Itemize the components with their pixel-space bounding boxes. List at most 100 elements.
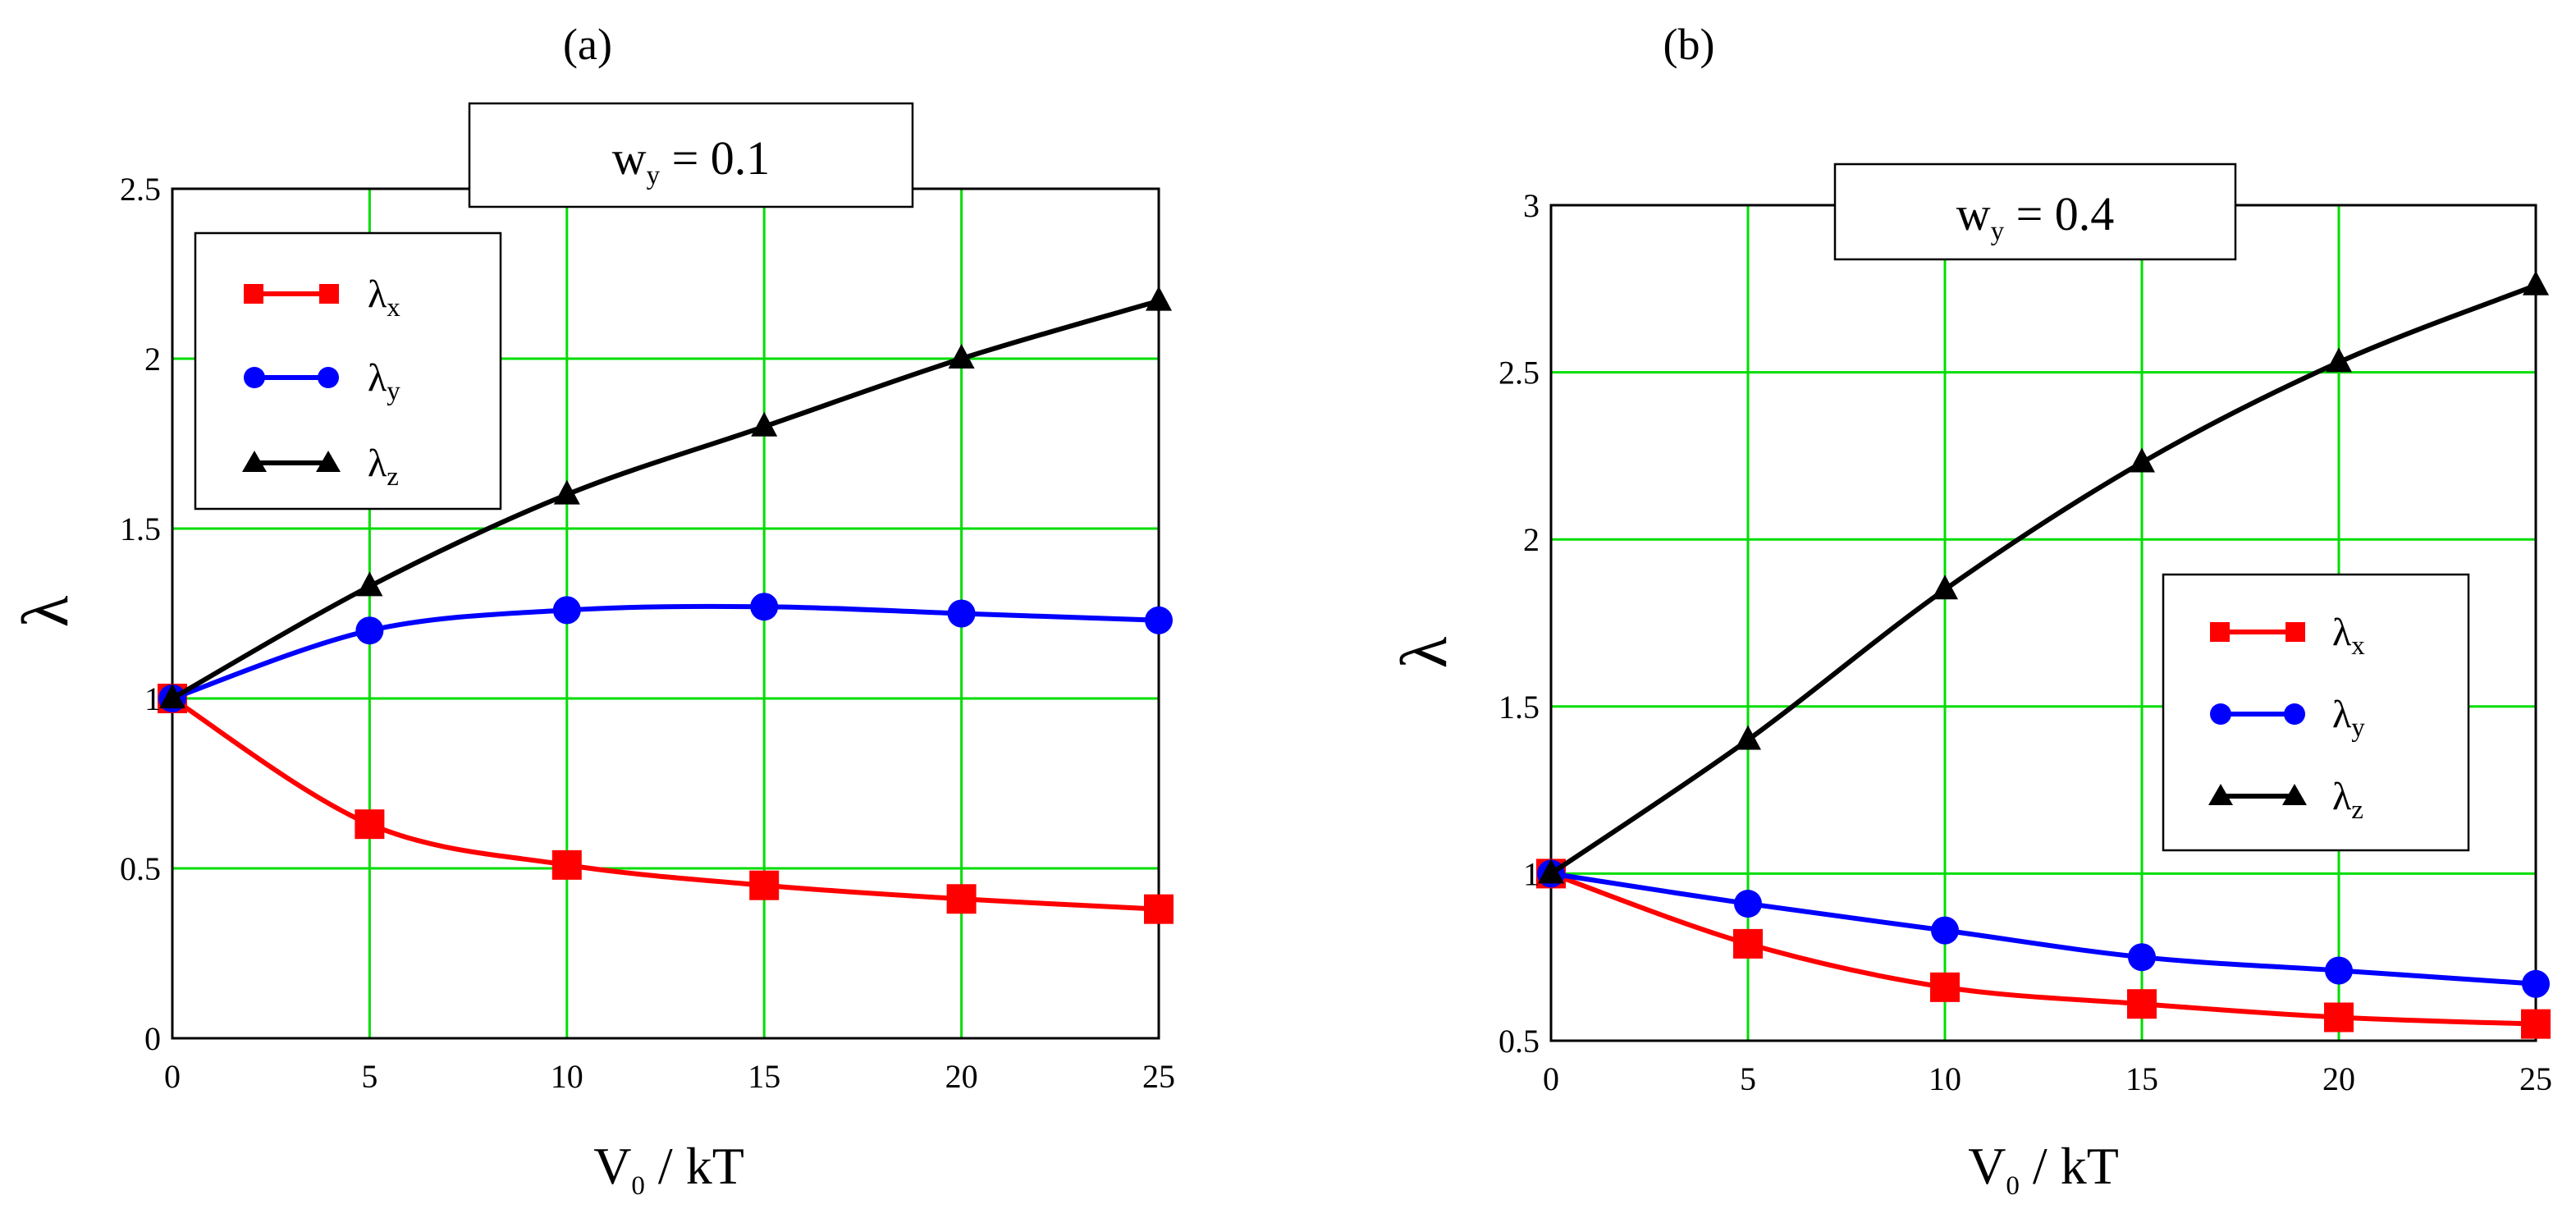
x-axis-label-b: V0 / kT xyxy=(1968,1137,2119,1201)
legend-b: λx λy λz xyxy=(2162,573,2470,852)
legend-marker-circle xyxy=(244,367,265,388)
x-tick-labels-b: 0 5 10 15 20 25 xyxy=(1543,1060,2552,1097)
x-tick-label: 25 xyxy=(1142,1058,1175,1095)
chart-title-b: wy = 0.4 xyxy=(1956,187,2115,246)
title-box-frame-a xyxy=(468,102,914,208)
y-tick-label: 2 xyxy=(1523,521,1540,558)
legend-marker-triangle xyxy=(316,451,341,472)
y-tick-label: 0.5 xyxy=(120,850,161,887)
x-axis-label-a: V0 / kT xyxy=(593,1137,744,1201)
legend-label-lambda-x: λx xyxy=(2332,611,2365,661)
data-point-lambda-y xyxy=(2128,943,2156,972)
panel-label-a: (a) xyxy=(563,20,612,69)
legend-item-lambda-x: λx xyxy=(2210,611,2365,661)
series-layer-a xyxy=(158,286,1174,924)
data-point-lambda-y xyxy=(552,596,581,625)
y-axis-label-b: λ xyxy=(1389,636,1461,668)
chart-a: (a) 0 0.5 1 1.5 2 2.5 0 5 10 15 20 25 λ … xyxy=(10,20,1175,1201)
data-point-lambda-z xyxy=(751,411,778,437)
data-point-lambda-y xyxy=(2325,956,2353,985)
title-box-a: wy = 0.1 xyxy=(468,102,914,208)
data-point-lambda-z xyxy=(1538,859,1564,884)
data-point-lambda-y xyxy=(1734,890,1762,918)
data-point-lambda-x xyxy=(1733,928,1763,959)
series-line-lambda-z xyxy=(1549,282,2537,876)
legend-label-lambda-x: λx xyxy=(368,272,400,323)
data-point-lambda-x xyxy=(946,884,977,914)
data-point-lambda-y xyxy=(750,593,779,621)
legend-marker-triangle xyxy=(2208,784,2233,805)
data-point-lambda-x xyxy=(355,809,385,840)
panel-label-b: (b) xyxy=(1663,20,1715,69)
x-tick-label: 5 xyxy=(1740,1060,1756,1097)
data-point-lambda-z xyxy=(1932,575,1958,600)
title-box-b: wy = 0.4 xyxy=(1833,163,2237,261)
legend-marker-triangle xyxy=(242,451,267,472)
y-tick-label: 2.5 xyxy=(120,171,161,208)
legend-marker-square xyxy=(2285,622,2305,642)
data-point-lambda-x xyxy=(551,849,582,880)
legend-item-lambda-z: λz xyxy=(2208,775,2363,825)
legend-frame-a xyxy=(194,231,502,511)
series-line-lambda-z xyxy=(171,298,1160,701)
series-layer-b xyxy=(1536,270,2551,1039)
data-point-lambda-z xyxy=(1146,286,1172,311)
data-point-lambda-y xyxy=(1145,606,1173,634)
data-point-lambda-y xyxy=(1931,916,1959,945)
data-point-lambda-z xyxy=(948,344,975,369)
data-point-lambda-z xyxy=(356,571,383,597)
data-point-lambda-x xyxy=(2324,1002,2354,1033)
y-tick-label: 1.5 xyxy=(120,511,161,547)
legend-item-lambda-y: λy xyxy=(244,356,400,406)
data-point-lambda-z xyxy=(2523,270,2549,295)
data-point-lambda-x xyxy=(1930,972,1960,1002)
legend-marker-square xyxy=(244,284,263,304)
chart-b: (b) 0.5 1 1.5 2 2.5 3 0 5 10 15 20 25 λ … xyxy=(1389,20,2552,1201)
y-axis-label-a: λ xyxy=(10,595,82,627)
legend-marker-square xyxy=(2210,622,2230,642)
legend-marker-triangle xyxy=(2282,784,2307,805)
y-tick-label: 2 xyxy=(144,341,161,378)
legend-label-lambda-z: λz xyxy=(368,442,399,492)
series-line-lambda-x xyxy=(1549,871,2537,1027)
data-point-lambda-z xyxy=(1735,725,1761,750)
legend-marker-square xyxy=(319,284,339,304)
data-point-lambda-y xyxy=(947,599,976,628)
legend-item-lambda-z: λz xyxy=(242,442,399,492)
data-point-lambda-y xyxy=(355,616,384,645)
y-tick-label: 0 xyxy=(144,1020,161,1057)
x-tick-label: 0 xyxy=(164,1058,181,1095)
legend-frame-b xyxy=(2162,573,2470,852)
x-tick-label: 5 xyxy=(361,1058,377,1095)
legend-marker-circle xyxy=(2210,703,2231,725)
y-tick-labels-b: 0.5 1 1.5 2 2.5 3 xyxy=(1498,187,1540,1060)
chart-title-a: wy = 0.1 xyxy=(612,131,771,190)
data-point-lambda-x xyxy=(2521,1009,2551,1039)
x-tick-label: 0 xyxy=(1543,1060,1559,1097)
y-tick-label: 1.5 xyxy=(1498,689,1540,726)
series-line-lambda-x xyxy=(171,696,1160,912)
y-tick-label: 0.5 xyxy=(1498,1023,1540,1060)
x-tick-label: 25 xyxy=(2519,1060,2552,1097)
legend-a: λx λy λz xyxy=(194,231,502,511)
legend-item-lambda-y: λy xyxy=(2210,693,2365,743)
legend-marker-circle xyxy=(318,367,339,388)
data-point-lambda-z xyxy=(2326,347,2352,373)
y-tick-labels-a: 0 0.5 1 1.5 2 2.5 xyxy=(120,171,161,1057)
legend-item-lambda-x: λx xyxy=(244,272,400,323)
data-point-lambda-x xyxy=(2127,989,2157,1019)
series-line-lambda-y xyxy=(172,603,1160,701)
x-tick-label: 15 xyxy=(2125,1060,2158,1097)
legend-marker-circle xyxy=(2284,703,2305,725)
data-point-lambda-y xyxy=(2522,969,2550,998)
data-point-lambda-x xyxy=(749,870,780,900)
x-tick-label: 15 xyxy=(748,1058,780,1095)
x-tick-label: 20 xyxy=(945,1058,978,1095)
y-tick-label: 3 xyxy=(1523,187,1540,224)
legend-label-lambda-z: λz xyxy=(2332,775,2363,825)
x-tick-label: 20 xyxy=(2322,1060,2355,1097)
x-tick-label: 10 xyxy=(551,1058,583,1095)
y-tick-label: 1 xyxy=(144,680,161,717)
data-point-lambda-x xyxy=(1144,894,1174,924)
